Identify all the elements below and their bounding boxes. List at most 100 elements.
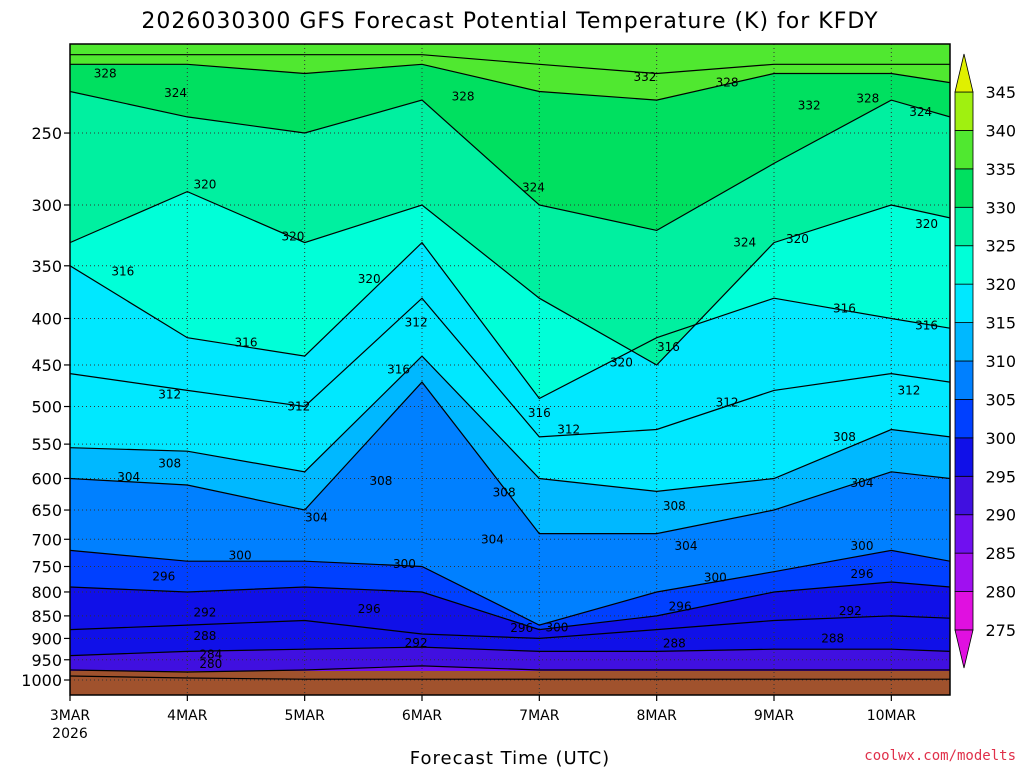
y-tick-label: 300 <box>31 196 62 215</box>
isentrope-288 <box>70 646 950 657</box>
colorbar-extend-top <box>954 53 974 93</box>
contour-label: 312 <box>716 396 739 410</box>
contour-label: 304 <box>117 470 140 484</box>
contour-label: 316 <box>235 335 258 349</box>
contour-label: 320 <box>786 232 809 246</box>
y-tick-label: 600 <box>31 469 62 488</box>
colorbar-tick-label: 305 <box>985 390 1016 409</box>
contour-label: 288 <box>663 637 686 651</box>
isentrope-320 <box>70 190 950 366</box>
colorbar-tick-label: 280 <box>985 583 1016 602</box>
ground-rect <box>70 671 950 695</box>
y-tick-label: 800 <box>31 583 62 602</box>
colorbar-swatch <box>954 206 974 247</box>
contour-label: 320 <box>358 272 381 286</box>
contour-label: 300 <box>851 539 874 553</box>
contour-label: 296 <box>510 621 533 635</box>
contour-label: 312 <box>158 388 181 402</box>
contour-label: 324 <box>164 86 187 100</box>
colorbar-tick-label: 300 <box>985 429 1016 448</box>
isentrope-308 <box>70 355 950 493</box>
contour-label: 308 <box>493 486 516 500</box>
contour-label: 320 <box>610 355 633 369</box>
x-tick-label: 6MAR <box>402 708 443 724</box>
contour-label: 280 <box>199 657 222 671</box>
contour-label: 328 <box>716 76 739 90</box>
color-bands <box>70 44 950 695</box>
colorbar-swatch <box>954 399 974 439</box>
colorbar-swatch <box>954 552 974 592</box>
contour-label: 324 <box>733 236 756 250</box>
colorbar-swatch <box>954 168 974 208</box>
x-tick-label: 9MAR <box>754 708 795 724</box>
x-tick-label: 8MAR <box>637 708 678 724</box>
contour-label: 304 <box>481 532 504 546</box>
x-tick-label: 10MAR <box>867 708 916 724</box>
x-tick-label: 5MAR <box>285 708 326 724</box>
contour-label: 304 <box>851 476 874 490</box>
colorbar-swatch <box>954 591 974 631</box>
x-axis-label: Forecast Time (UTC) <box>410 748 610 768</box>
colorbar-swatch <box>954 475 974 516</box>
x-tick-label: 7MAR <box>519 708 560 724</box>
contour-label: 296 <box>358 602 381 616</box>
contour-label: 316 <box>387 362 410 376</box>
isentrope-332 <box>70 54 950 75</box>
isentrope-312 <box>70 297 950 438</box>
colorbar-tick-label: 315 <box>985 314 1016 333</box>
contour-label: 316 <box>833 301 856 315</box>
contour-label: 308 <box>158 457 181 471</box>
y-tick-label: 550 <box>31 435 62 454</box>
contour-label: 320 <box>915 217 938 231</box>
colorbar-tick-label: 345 <box>985 83 1016 102</box>
contour-label: 328 <box>856 91 879 105</box>
contour-label: 296 <box>669 599 692 613</box>
isentrope-316 <box>70 241 950 400</box>
contour-label: 304 <box>305 510 328 524</box>
contour-label: 320 <box>281 230 304 244</box>
contour-label: 296 <box>152 569 175 583</box>
contour-label: 316 <box>528 406 551 420</box>
contour-label: 304 <box>675 539 698 553</box>
x-tick-label: 3MAR <box>50 708 91 724</box>
isentrope-304 <box>70 381 950 535</box>
contour-label: 312 <box>897 383 920 397</box>
y-tick-label: 350 <box>31 257 62 276</box>
contour-label: 308 <box>369 474 392 488</box>
x-axis: 3MAR 4MAR 5MAR 6MAR 7MAR 8MAR 9MAR 10MAR <box>50 695 916 724</box>
isentrope-292 <box>70 615 950 640</box>
band-above-324 <box>70 44 950 231</box>
colorbar-tick-label: 320 <box>985 275 1016 294</box>
x-year-label: 2026 <box>52 726 88 742</box>
colorbar-swatch <box>954 437 974 477</box>
colorbar-tick-label: 340 <box>985 121 1016 140</box>
y-tick-label: 750 <box>31 557 62 576</box>
contour-label: 308 <box>833 430 856 444</box>
contour-label: 300 <box>704 570 727 584</box>
contour-label: 292 <box>839 604 862 618</box>
colorbar-tick-label: 290 <box>985 506 1016 525</box>
colorbar-tick-label: 285 <box>985 544 1016 563</box>
contour-label: 316 <box>111 264 134 278</box>
contour-label: 300 <box>545 620 568 634</box>
y-tick-label: 250 <box>31 124 62 143</box>
colorbar-swatch <box>954 360 974 400</box>
colorbar-tick-label: 310 <box>985 352 1016 371</box>
contour-label: 312 <box>287 400 310 414</box>
contour-label: 288 <box>821 631 844 645</box>
contour-label: 316 <box>915 318 938 332</box>
isentrope-280 <box>70 675 950 680</box>
y-tick-label: 950 <box>31 651 62 670</box>
colorbar-tick-label: 330 <box>985 198 1016 217</box>
contour-label: 328 <box>94 67 117 81</box>
contour-label: 300 <box>393 557 416 571</box>
y-axis: 250 300 350 400 450 500 550 600 650 700 750 800 850 9… <box>21 124 70 690</box>
y-tick-label: 700 <box>31 530 62 549</box>
y-tick-label: 400 <box>31 309 62 328</box>
contour-label: 312 <box>557 423 580 437</box>
contour-label: 324 <box>909 105 932 119</box>
y-tick-label: 500 <box>31 398 62 417</box>
colorbar-tick-label: 275 <box>985 621 1016 640</box>
contour-label: 316 <box>657 340 680 354</box>
